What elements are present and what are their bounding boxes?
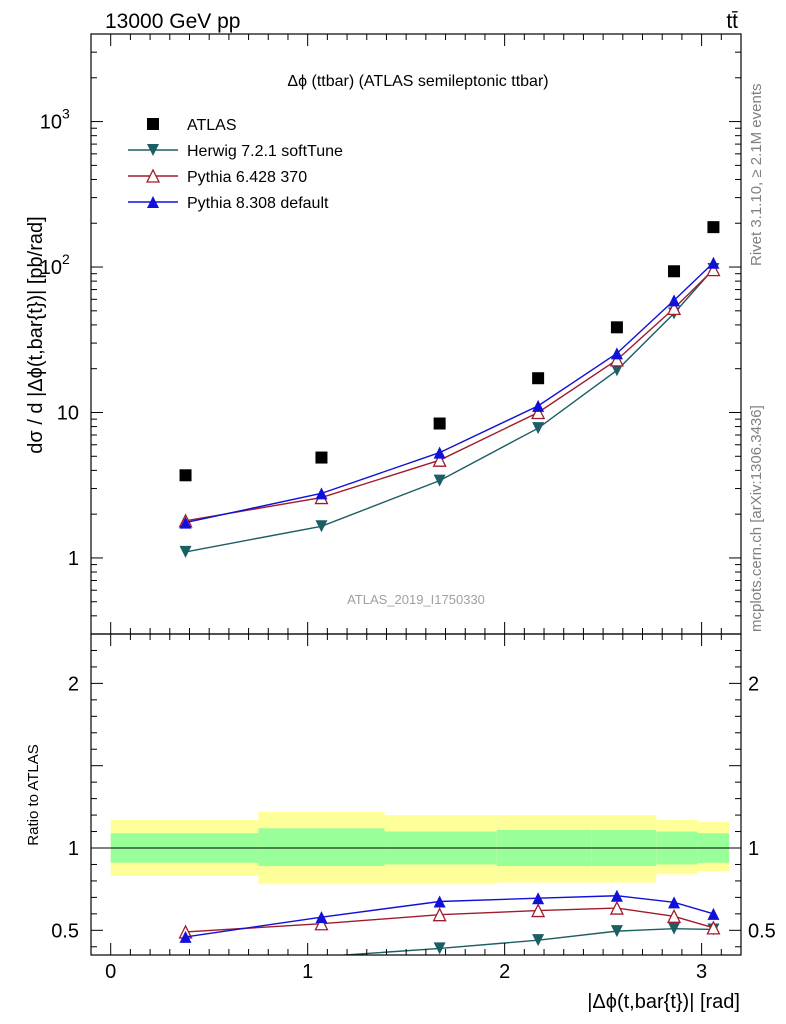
energy-label: 13000 GeV pp (105, 10, 240, 33)
ratio-point (314, 916, 329, 931)
series-point (433, 474, 446, 487)
ratio-point (610, 889, 623, 902)
series-point (179, 545, 192, 558)
y-tick-label-exponent: 2 (62, 251, 70, 267)
rivet-label: Rivet 3.1.10, ≥ 2.1M events (748, 84, 765, 267)
y-axis-label: dσ / d |Δϕ(t,bar{t})| [pb/rad] (25, 216, 47, 453)
legend-entry: ATLAS (147, 117, 237, 134)
ratio-point (432, 907, 447, 922)
ratio-point (668, 922, 681, 935)
x-tick-label: 2 (499, 961, 510, 983)
legend-marker (147, 118, 159, 130)
legend-label: Pythia 6.428 370 (187, 169, 307, 186)
ratio-point (532, 892, 545, 905)
y-tick-label-exponent: 3 (62, 106, 70, 122)
data-point (179, 469, 192, 482)
ratio-point (531, 903, 546, 918)
ratio-point (315, 911, 328, 924)
plot-title: Δϕ (ttbar) (ATLAS semileptonic ttbar) (287, 73, 548, 90)
ratio-point (707, 907, 720, 920)
ratio-tick-label: 1 (68, 838, 79, 860)
ratio-point (610, 925, 623, 938)
mcplots-label: mcplots.cern.ch [arXiv:1306.3436] (748, 405, 765, 632)
data-point (532, 372, 545, 385)
y-tick-label: 1 (68, 548, 79, 570)
ratio-point (666, 908, 682, 923)
ratio-y-axis-label: Ratio to ATLAS (25, 744, 42, 845)
series-point (433, 446, 446, 459)
ratio-point (433, 942, 446, 955)
legend-entry: Pythia 8.308 default (128, 195, 329, 212)
y-tick-label: 10 (40, 112, 62, 134)
ratio-tick-label-right: 0.5 (748, 920, 776, 942)
data-point (707, 221, 720, 234)
y-tick-label: 10 (40, 257, 62, 279)
process-label: tt̄ (726, 10, 738, 33)
ratio-point (179, 930, 192, 943)
series-line (185, 269, 714, 522)
x-tick-label: 1 (302, 961, 313, 983)
series-point (610, 364, 623, 377)
x-tick-label: 3 (696, 961, 707, 983)
ratio-tick-label: 2 (68, 673, 79, 695)
series-line (185, 268, 714, 553)
ratio-lines (178, 889, 721, 955)
series-point (610, 347, 623, 360)
legend-label: ATLAS (187, 117, 237, 134)
series-point (179, 516, 192, 529)
ratio-tick-label-right: 1 (748, 838, 759, 860)
legend-marker (145, 168, 161, 183)
legend-entry: Herwig 7.2.1 softTune (128, 143, 343, 160)
ratio-point (609, 900, 624, 915)
watermark: ATLAS_2019_I1750330 (347, 592, 485, 607)
series-point (432, 452, 447, 467)
ratio-point (433, 895, 446, 908)
ratio-frame (90, 633, 742, 956)
stat-uncertainty-band (258, 828, 385, 867)
ratio-bands (91, 811, 741, 885)
legend-marker (147, 144, 159, 156)
series-point (315, 520, 328, 533)
series-point (666, 300, 682, 315)
x-axis-label: |Δϕ(t,bar{t})| [rad] (587, 991, 740, 1013)
legend: ATLAS Herwig 7.2.1 softTune Pythia 6.428 3… (128, 117, 343, 212)
data-point (433, 417, 446, 430)
ratio-point (706, 920, 721, 935)
y-tick-label: 10 (57, 402, 79, 424)
ratio-line (335, 927, 714, 955)
ratio-tick-label-right: 2 (748, 673, 759, 695)
ratio-tick-label: 0.5 (51, 920, 79, 942)
ratio-point (668, 896, 681, 909)
legend-marker (147, 196, 159, 208)
series-point (609, 352, 624, 367)
series-point (707, 256, 720, 269)
series-point (531, 405, 546, 420)
data-point (610, 321, 623, 334)
legend-label: Pythia 8.308 default (187, 195, 329, 212)
ratio-series (178, 889, 721, 955)
legend-entry: Pythia 6.428 370 (128, 168, 307, 186)
series-point (532, 399, 545, 412)
ratio-point (532, 934, 545, 947)
legend-label: Herwig 7.2.1 softTune (187, 143, 343, 160)
series-point (532, 422, 545, 435)
data-point (315, 451, 328, 464)
ratio-line (185, 907, 714, 933)
series-point (315, 487, 328, 500)
x-tick-label: 0 (105, 961, 116, 983)
series-point (706, 262, 721, 277)
main-series (178, 221, 721, 558)
series-line (185, 262, 714, 524)
data-point (668, 265, 681, 278)
series-point (668, 294, 681, 307)
